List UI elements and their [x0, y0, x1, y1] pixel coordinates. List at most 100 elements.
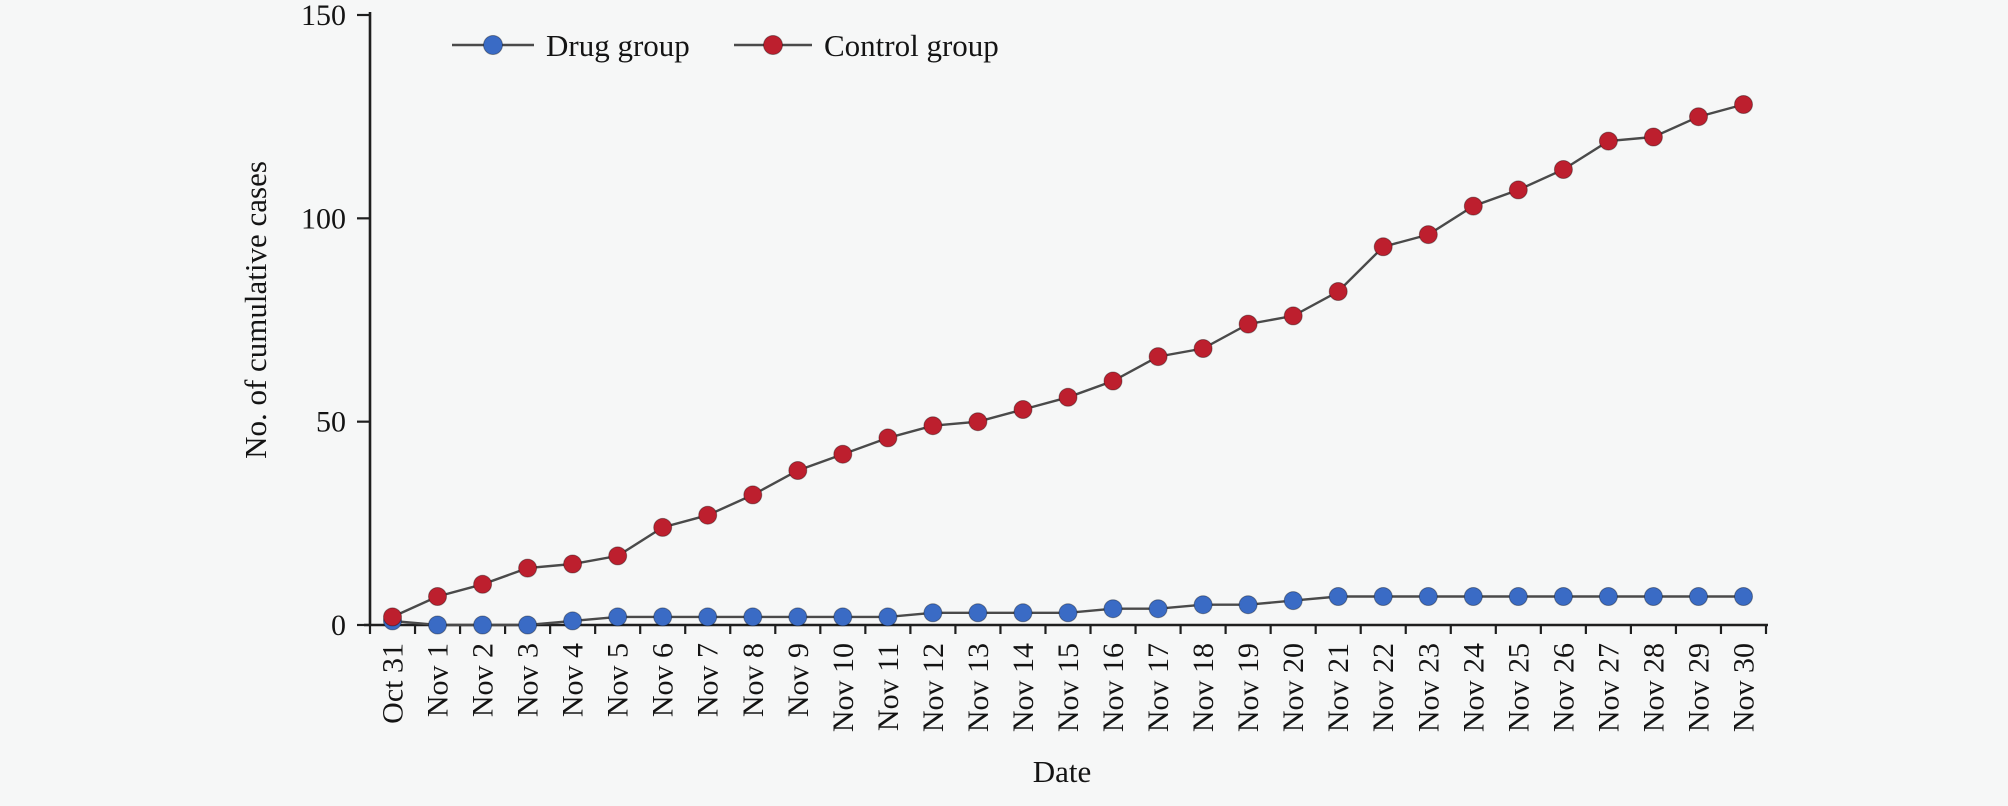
x-tick-label: Nov 14	[1007, 643, 1040, 732]
data-point-control-group	[743, 485, 763, 505]
data-point-control-group	[1013, 400, 1033, 419]
data-point-drug-group	[608, 607, 628, 627]
data-point-drug-group	[878, 607, 898, 627]
data-point-drug-group	[563, 611, 583, 631]
x-tick-label: Nov 12	[917, 643, 950, 732]
data-point-control-group	[1508, 180, 1528, 200]
data-point-drug-group	[1283, 591, 1303, 611]
x-tick-label: Nov 17	[1142, 643, 1175, 732]
data-point-drug-group	[1734, 587, 1753, 606]
data-point-drug-group	[428, 615, 447, 635]
x-tick-label: Nov 19	[1232, 643, 1265, 732]
x-tick-label: Nov 1	[422, 643, 455, 717]
data-point-drug-group	[1689, 587, 1708, 606]
data-point-control-group	[473, 574, 493, 594]
data-point-drug-group	[473, 615, 493, 635]
x-tick-label: Oct 31	[377, 643, 410, 724]
data-point-control-group	[1283, 306, 1303, 326]
x-tick-label: Nov 21	[1322, 643, 1355, 732]
data-point-control-group	[518, 558, 538, 578]
data-point-control-group	[1598, 131, 1618, 151]
data-point-drug-group	[1013, 603, 1033, 623]
x-tick-label: Nov 26	[1547, 643, 1580, 732]
data-point-drug-group	[1643, 587, 1663, 606]
x-tick-label: Nov 16	[1097, 643, 1130, 732]
series-line-control-group	[392, 103, 1744, 618]
x-tick-label: Nov 15	[1052, 643, 1085, 732]
x-tick-label: Nov 28	[1637, 643, 1670, 732]
data-point-control-group	[1238, 314, 1258, 334]
data-point-drug-group	[1508, 587, 1528, 606]
data-point-drug-group	[1598, 587, 1618, 606]
data-point-control-group	[1463, 196, 1483, 216]
data-point-control-group	[1103, 371, 1123, 391]
data-point-control-group	[698, 505, 718, 525]
data-point-drug-group	[1328, 587, 1348, 606]
data-point-drug-group	[1103, 599, 1123, 619]
x-tick-label: Nov 25	[1502, 643, 1535, 732]
data-point-control-group	[1689, 107, 1708, 127]
data-point-drug-group	[788, 607, 808, 627]
x-tick-label: Nov 22	[1367, 643, 1400, 732]
data-point-drug-group	[1553, 587, 1573, 606]
data-point-control-group	[1734, 95, 1753, 114]
x-tick-label: Nov 18	[1187, 643, 1220, 732]
x-tick-label: Nov 6	[647, 643, 680, 717]
data-point-drug-group	[923, 603, 943, 623]
data-point-drug-group	[833, 607, 853, 627]
legend-label-drug-group: Drug group	[546, 28, 690, 63]
data-point-control-group	[1643, 127, 1663, 147]
x-tick-label: Nov 23	[1412, 643, 1445, 732]
x-tick-label: Nov 11	[872, 643, 905, 731]
data-point-control-group	[833, 444, 853, 464]
x-tick-label: Nov 7	[692, 643, 725, 717]
x-tick-label: Nov 3	[512, 643, 545, 717]
x-tick-label: Nov 2	[467, 643, 500, 717]
x-tick-label: Nov 13	[962, 643, 995, 732]
x-tick-label: Nov 5	[602, 643, 635, 717]
x-tick-label: Nov 29	[1683, 643, 1716, 732]
legend: Drug group Control group	[452, 28, 999, 63]
data-point-drug-group	[1193, 595, 1213, 615]
legend-item-control-group: Control group	[734, 28, 999, 63]
y-tick-label: 50	[316, 406, 346, 439]
data-point-control-group	[1193, 339, 1213, 358]
data-point-control-group	[383, 607, 402, 627]
data-point-drug-group	[1463, 587, 1483, 606]
data-point-control-group	[1418, 225, 1438, 245]
y-axis-title: No. of cumulative cases	[238, 161, 273, 459]
data-point-drug-group	[1148, 599, 1168, 619]
x-tick-label: Nov 27	[1592, 643, 1625, 732]
data-point-control-group	[1553, 160, 1573, 179]
legend-marker-control-group	[763, 35, 783, 55]
data-point-control-group	[428, 587, 447, 606]
data-point-control-group	[788, 461, 808, 480]
x-tick-label: Nov 24	[1457, 643, 1490, 732]
data-point-control-group	[968, 412, 988, 432]
data-point-control-group	[608, 546, 628, 566]
x-tick-label: Nov 4	[557, 643, 590, 717]
y-tick-label: 100	[301, 202, 346, 235]
data-point-control-group	[878, 428, 898, 448]
x-tick-label: Nov 30	[1728, 643, 1761, 732]
legend-label-control-group: Control group	[824, 28, 999, 63]
x-tick-label: Nov 10	[827, 643, 860, 732]
data-point-control-group	[563, 554, 583, 574]
data-point-drug-group	[1418, 587, 1438, 606]
data-point-control-group	[923, 416, 943, 436]
x-tick-label: Nov 9	[782, 643, 815, 717]
data-point-drug-group	[968, 603, 988, 623]
data-point-control-group	[1058, 387, 1078, 407]
legend-marker-drug-group	[483, 35, 503, 55]
data-point-drug-group	[743, 607, 763, 627]
data-point-control-group	[653, 517, 673, 537]
data-point-drug-group	[698, 607, 718, 627]
x-tick-label: Nov 20	[1277, 643, 1310, 732]
data-point-drug-group	[1058, 603, 1078, 623]
y-tick-label: 150	[301, 0, 346, 32]
plot-area: 0 50 100 150 Oct 31 Nov 1 Nov 2 Nov 3 Nov 4 Nov 5…	[301, 0, 1768, 732]
x-tick-label: Nov 8	[737, 643, 770, 717]
legend-item-drug-group: Drug group	[452, 28, 690, 63]
